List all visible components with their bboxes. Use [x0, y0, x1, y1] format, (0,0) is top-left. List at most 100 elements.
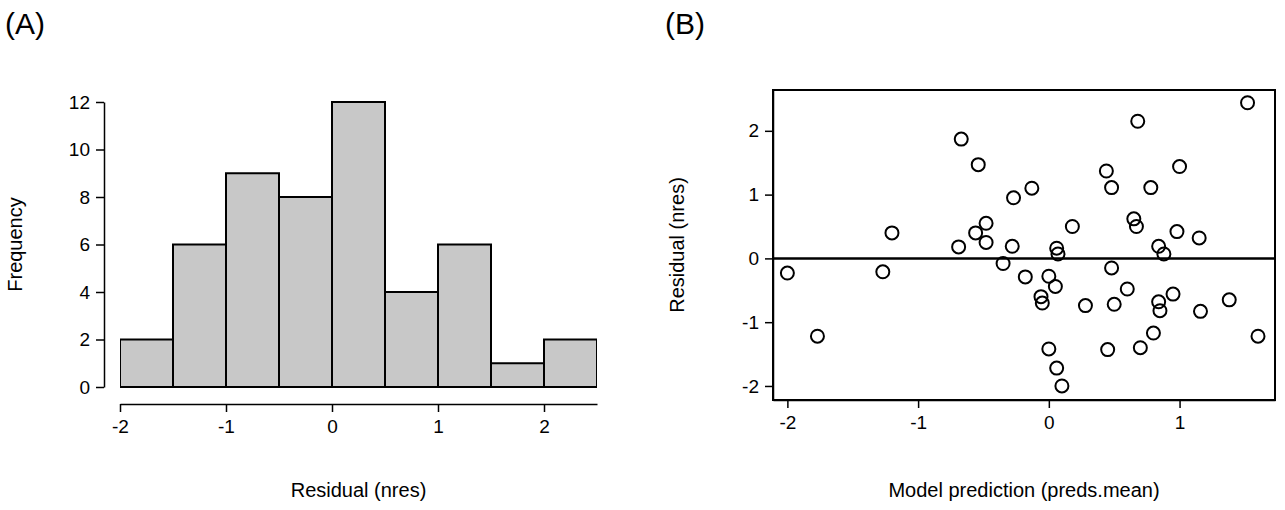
bar: [385, 292, 438, 387]
point: [1131, 115, 1144, 128]
bar: [173, 245, 226, 388]
point: [1173, 160, 1186, 173]
tick-mark: [765, 322, 773, 324]
tick-label: 2: [748, 120, 759, 141]
bar: [332, 102, 385, 387]
x-axis: -2 -1 0 1 2: [112, 404, 597, 437]
tick-mark: [96, 387, 104, 389]
reference-line: [773, 257, 1275, 260]
point: [1130, 220, 1143, 233]
point: [1134, 341, 1147, 354]
tick-mark: [96, 292, 104, 294]
point: [1144, 181, 1157, 194]
tick: 4: [79, 282, 104, 303]
point: [885, 226, 898, 239]
point: [1153, 304, 1166, 317]
tick-mark: [1179, 400, 1181, 408]
tick-mark: [918, 400, 920, 408]
tick-label: 0: [79, 377, 90, 398]
tick-mark: [765, 386, 773, 388]
point: [1100, 165, 1113, 178]
point: [1007, 191, 1020, 204]
tick: 1: [748, 184, 773, 205]
tick-label: 12: [69, 92, 90, 113]
tick: 2: [748, 120, 773, 141]
tick-label: 0: [1044, 412, 1055, 433]
x-axis-title: Model prediction (preds.mean): [888, 479, 1159, 501]
tick-mark: [96, 149, 104, 151]
tick-label: 1: [433, 416, 444, 437]
tick-mark: [1049, 400, 1051, 408]
y-axis-title: Frequency: [4, 197, 26, 292]
point: [980, 236, 993, 249]
tick: 6: [79, 234, 104, 255]
tick: -2: [112, 404, 129, 437]
point: [1194, 305, 1207, 318]
tick: 1: [433, 404, 444, 437]
tick: 10: [69, 139, 104, 160]
point: [1193, 231, 1206, 244]
point: [876, 265, 889, 278]
panel-label: (A): [5, 7, 45, 40]
tick-mark: [787, 400, 789, 408]
bar: [491, 363, 544, 387]
tick-mark: [96, 102, 104, 104]
point: [1252, 330, 1265, 343]
tick-label: 0: [327, 416, 338, 437]
tick-label: 2: [79, 329, 90, 350]
tick: -2: [742, 376, 773, 397]
point: [955, 133, 968, 146]
bar: [544, 340, 597, 388]
tick-label: 10: [69, 139, 90, 160]
tick-mark: [120, 404, 122, 412]
point: [1167, 288, 1180, 301]
plot-frame: [773, 90, 1275, 400]
tick-mark: [765, 131, 773, 133]
point: [1051, 247, 1064, 260]
x-axis-title: Residual (nres): [291, 479, 427, 501]
tick: 0: [327, 404, 338, 437]
tick: 2: [539, 404, 550, 437]
tick: 0: [79, 377, 104, 398]
point: [1066, 220, 1079, 233]
tick-label: -2: [112, 416, 129, 437]
point: [1036, 297, 1049, 310]
point: [1127, 212, 1140, 225]
tick-label: 4: [79, 282, 90, 303]
tick-mark: [332, 404, 334, 412]
tick: -1: [218, 404, 235, 437]
point: [1108, 298, 1121, 311]
point: [997, 257, 1010, 270]
tick: -1: [742, 312, 773, 333]
bar: [279, 197, 332, 387]
points: [773, 96, 1275, 392]
tick-label: -2: [779, 412, 796, 433]
bars: [120, 102, 597, 387]
x-axis: -2 -1 0 1: [774, 400, 1276, 433]
tick-label: -1: [742, 312, 759, 333]
tick: 1: [1175, 400, 1186, 433]
bar: [226, 173, 279, 387]
tick: 12: [69, 92, 104, 113]
point: [1157, 247, 1170, 260]
tick: 2: [79, 329, 104, 350]
point: [1050, 362, 1063, 375]
point: [1079, 299, 1092, 312]
point: [1049, 280, 1062, 293]
tick-mark: [544, 404, 546, 412]
tick-label: 1: [748, 184, 759, 205]
point: [1121, 283, 1134, 296]
point: [1019, 270, 1032, 283]
tick-mark: [226, 404, 228, 412]
panel-label: (B): [665, 7, 705, 40]
tick-label: -1: [910, 412, 927, 433]
point: [1055, 379, 1068, 392]
point: [1241, 96, 1254, 109]
point: [1101, 343, 1114, 356]
point: [980, 217, 993, 230]
tick: 0: [1044, 400, 1055, 433]
point: [972, 158, 985, 171]
tick-label: 0: [748, 248, 759, 269]
point: [1006, 240, 1019, 253]
tick-label: 8: [79, 187, 90, 208]
